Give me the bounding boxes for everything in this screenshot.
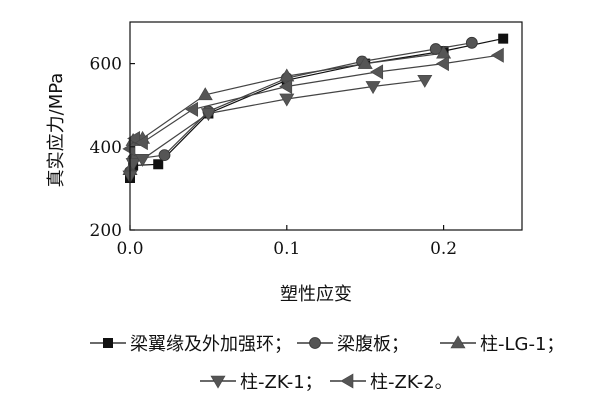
data-point bbox=[436, 45, 452, 59]
data-point bbox=[197, 87, 213, 101]
data-point bbox=[185, 101, 199, 117]
series-0 bbox=[125, 33, 509, 183]
x-axis-title: 塑性应变 bbox=[280, 284, 352, 305]
x-tick-label: 0.1 bbox=[273, 239, 300, 259]
data-point bbox=[436, 56, 449, 72]
plot-area bbox=[122, 33, 509, 184]
y-tick-label: 200 bbox=[90, 221, 122, 241]
axes: 0.0 0.1 0.2 200 400 600 bbox=[90, 21, 523, 259]
data-point bbox=[279, 68, 295, 82]
legend-label: 柱-LG-1； bbox=[480, 334, 564, 355]
data-point bbox=[158, 149, 171, 162]
y-axis-title: 真实应力/MPa bbox=[46, 73, 67, 188]
legend-item-2: 柱-LG-1； bbox=[440, 334, 564, 355]
legend-item-0: 梁翼缘及外加强环； bbox=[90, 334, 292, 355]
legend-label: 柱-ZK-1； bbox=[240, 372, 323, 393]
series-1 bbox=[124, 36, 478, 178]
data-point bbox=[279, 93, 295, 107]
data-point bbox=[200, 108, 216, 122]
legend-item-4: 柱-ZK-2。 bbox=[330, 372, 453, 393]
series-line bbox=[129, 79, 425, 177]
legend-marker bbox=[309, 337, 321, 349]
data-point bbox=[490, 47, 504, 63]
legend-item-1: 梁腹板； bbox=[297, 334, 409, 355]
data-point bbox=[135, 153, 151, 167]
series-3 bbox=[122, 74, 433, 184]
legend: 梁翼缘及外加强环； 梁腹板； 柱-LG-1； 柱-ZK-1； 柱-ZK-2。 bbox=[90, 334, 564, 393]
data-point bbox=[122, 141, 136, 157]
legend-marker bbox=[450, 335, 466, 349]
data-point bbox=[465, 36, 478, 49]
data-point bbox=[357, 56, 373, 69]
legend-label: 梁腹板； bbox=[337, 334, 409, 355]
series-2 bbox=[122, 45, 452, 175]
series-4 bbox=[122, 47, 504, 157]
legend-label: 梁翼缘及外加强环； bbox=[130, 334, 292, 355]
plot-frame bbox=[129, 21, 523, 231]
data-point bbox=[498, 33, 509, 44]
data-point bbox=[134, 135, 148, 151]
x-tick-label: 0.0 bbox=[116, 239, 143, 259]
series-line bbox=[129, 42, 472, 172]
data-point bbox=[417, 74, 433, 88]
data-point bbox=[365, 81, 381, 95]
legend-item-3: 柱-ZK-1； bbox=[200, 372, 323, 393]
x-tick-label: 0.2 bbox=[430, 239, 457, 259]
data-point bbox=[279, 78, 293, 95]
legend-marker bbox=[340, 373, 354, 389]
legend-marker bbox=[103, 338, 113, 348]
data-point bbox=[370, 64, 384, 80]
y-tick-label: 600 bbox=[90, 55, 122, 75]
data-point bbox=[153, 159, 164, 170]
legend-marker bbox=[210, 375, 226, 389]
legend-label: 柱-ZK-2。 bbox=[370, 372, 453, 393]
y-tick-label: 400 bbox=[90, 138, 122, 158]
